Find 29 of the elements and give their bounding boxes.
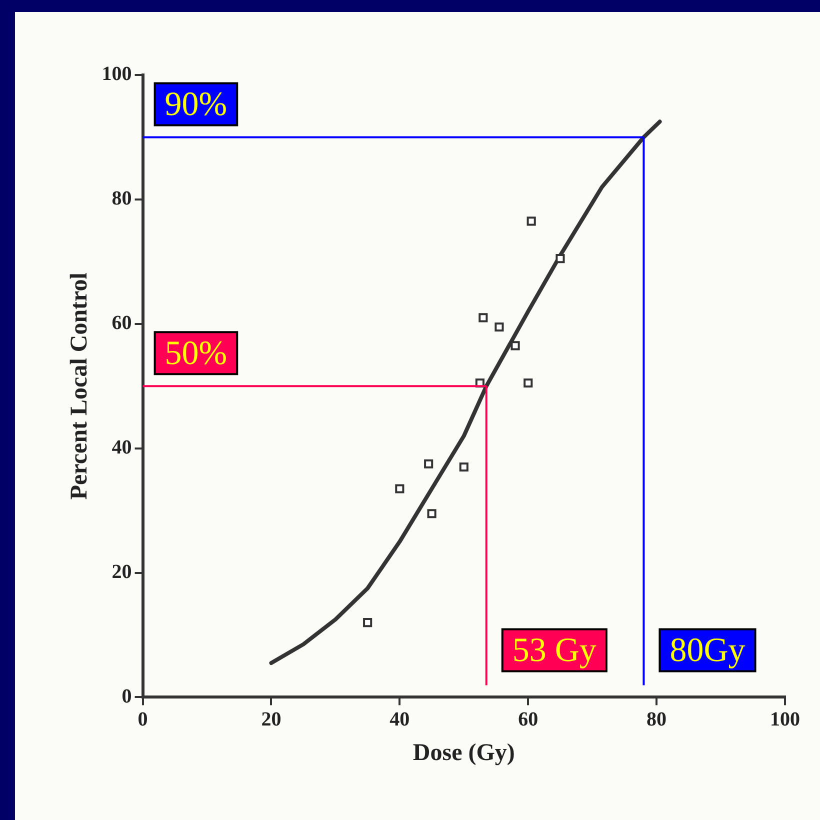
y-tick-label: 60: [112, 312, 132, 334]
y-axis-title: Percent Local Control: [66, 272, 93, 500]
x-tick-label: 40: [390, 708, 410, 730]
ref-line-label: 53 Gy: [512, 632, 596, 670]
ref-line-label: 90%: [164, 86, 228, 124]
point: [478, 313, 488, 322]
x-tick-label: 100: [770, 708, 800, 730]
x-tick-label: 20: [261, 708, 282, 730]
point: [510, 341, 520, 350]
y-tick-label: 0: [122, 685, 132, 708]
point: [494, 322, 504, 332]
point: [556, 254, 565, 264]
y-tick-label: 80: [112, 188, 132, 210]
y-tick-label: 40: [112, 436, 132, 458]
point: [395, 484, 404, 494]
point: [459, 462, 468, 472]
x-tick-label: 80: [646, 708, 667, 730]
y-tick-label: 100: [102, 63, 132, 86]
x-tick-label: 60: [518, 708, 538, 730]
point: [524, 378, 533, 388]
point: [363, 618, 372, 628]
x-axis-title: Dose (Gy): [412, 740, 515, 766]
ref-line-label: 50%: [164, 335, 228, 372]
x-tick-label: 0: [138, 708, 148, 730]
point: [526, 216, 536, 226]
ref-line-label: 80Gy: [670, 632, 746, 670]
point: [424, 459, 434, 468]
point: [427, 509, 436, 518]
y-tick-label: 20: [112, 560, 132, 583]
